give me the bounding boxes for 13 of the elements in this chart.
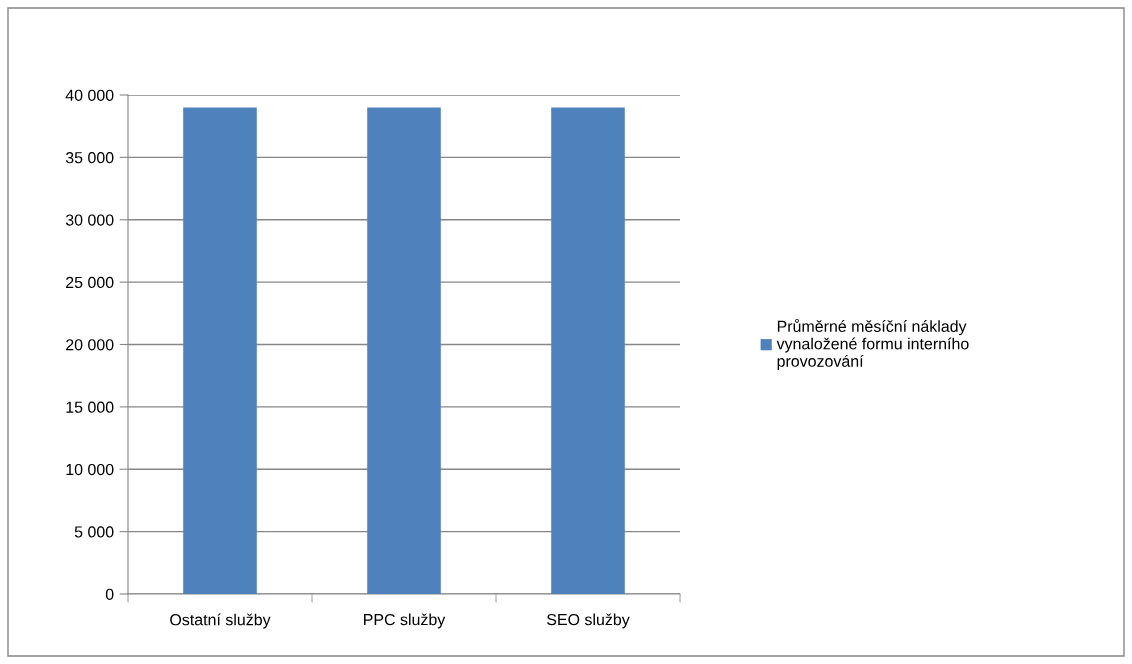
y-tick-label: 40 000 <box>65 89 114 101</box>
y-tick-label: 30 000 <box>65 214 114 226</box>
x-tick-label: PPC služby <box>364 613 446 629</box>
x-tick-label: Ostatní služby <box>170 613 271 629</box>
y-tick-label: 25 000 <box>66 276 114 289</box>
x-tick-label: SEO služby <box>547 613 630 629</box>
y-tick-label: 35 000 <box>65 152 114 164</box>
legend-label: Průměrné měsíční náklady vynaložené formu interního provozování <box>776 318 969 371</box>
y-tick-label: 10 000 <box>66 463 114 476</box>
y-tick-label: 20 000 <box>66 339 114 351</box>
y-tick-label: 15 000 <box>66 401 114 413</box>
y-tick-label: 5 000 <box>74 526 114 538</box>
y-tick-label: 0 <box>105 588 114 600</box>
